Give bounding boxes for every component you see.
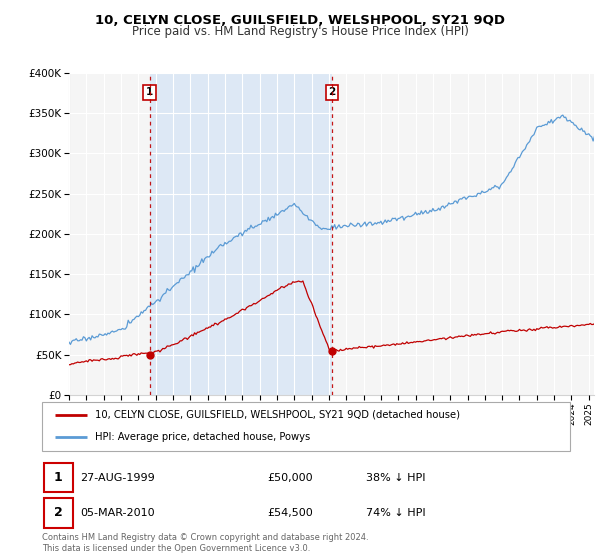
Text: 1: 1 <box>54 471 62 484</box>
Bar <box>149 73 332 395</box>
Text: 2: 2 <box>54 506 62 520</box>
Text: 27-AUG-1999: 27-AUG-1999 <box>80 473 155 483</box>
Text: 1: 1 <box>146 87 153 97</box>
FancyBboxPatch shape <box>44 498 73 528</box>
Text: 2: 2 <box>328 87 335 97</box>
Text: 10, CELYN CLOSE, GUILSFIELD, WELSHPOOL, SY21 9QD: 10, CELYN CLOSE, GUILSFIELD, WELSHPOOL, … <box>95 14 505 27</box>
FancyBboxPatch shape <box>44 463 73 492</box>
Text: 10, CELYN CLOSE, GUILSFIELD, WELSHPOOL, SY21 9QD (detached house): 10, CELYN CLOSE, GUILSFIELD, WELSHPOOL, … <box>95 410 460 420</box>
Text: 74% ↓ HPI: 74% ↓ HPI <box>366 508 425 518</box>
Text: Contains HM Land Registry data © Crown copyright and database right 2024.
This d: Contains HM Land Registry data © Crown c… <box>42 533 368 553</box>
Text: Price paid vs. HM Land Registry's House Price Index (HPI): Price paid vs. HM Land Registry's House … <box>131 25 469 38</box>
Text: £54,500: £54,500 <box>268 508 313 518</box>
Text: 38% ↓ HPI: 38% ↓ HPI <box>366 473 425 483</box>
Text: £50,000: £50,000 <box>268 473 313 483</box>
Text: 05-MAR-2010: 05-MAR-2010 <box>80 508 155 518</box>
FancyBboxPatch shape <box>42 402 570 451</box>
Text: HPI: Average price, detached house, Powys: HPI: Average price, detached house, Powy… <box>95 432 310 442</box>
